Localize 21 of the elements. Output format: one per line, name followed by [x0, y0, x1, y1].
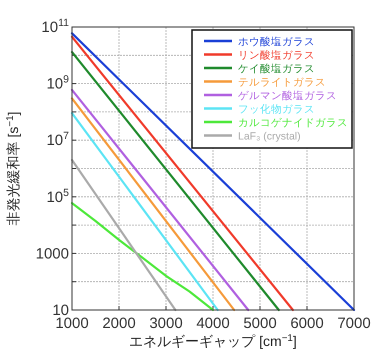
x-tick-label: 2000 [102, 315, 136, 332]
y-tick-label: 10 [52, 302, 69, 319]
x-tick-label: 6000 [290, 315, 324, 332]
legend-label: リン酸塩ガラス [238, 50, 315, 62]
y-tick-label: 10$^{7}$ [46, 130, 70, 150]
legend-label: ケイ酸塩ガラス [238, 63, 315, 75]
legend-label: LaF₃ (crystal) [238, 130, 301, 142]
y-tick-label: 10$^{5}$ [46, 186, 70, 206]
legend-label: ゲルマン酸塩ガラス [238, 90, 337, 102]
legend-label: カルコゲナイドガラス [238, 117, 348, 129]
y-tick-label: 10$^{11}$ [41, 17, 70, 36]
x-tick-label: 4000 [196, 315, 230, 332]
legend-label: ホウ酸塩ガラス [238, 36, 315, 48]
y-tick-label: 1000 [36, 245, 69, 262]
x-tick-label: 5000 [243, 315, 277, 332]
y-tick-label: 10$^{9}$ [46, 74, 70, 93]
x-tick-label: 3000 [149, 315, 183, 332]
x-axis-title: エネルギーギャップ [cm$^{−1}$] [129, 332, 297, 349]
legend-label: テルライトガラス [238, 76, 326, 88]
x-tick-label: 7000 [337, 315, 371, 332]
legend-label: フッ化物ガラス [238, 104, 315, 116]
